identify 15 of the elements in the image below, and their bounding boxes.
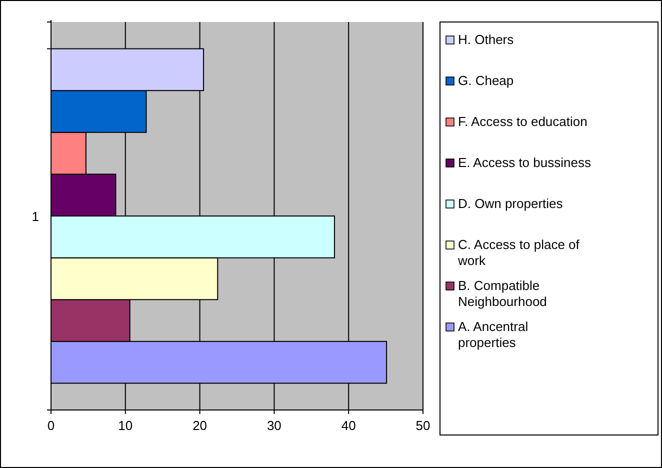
x-tick-label: 50 <box>416 418 430 433</box>
x-tick-label: 30 <box>266 418 282 433</box>
legend-label: C. Access to place of work <box>457 237 580 268</box>
x-tick-label: 40 <box>341 418 356 433</box>
legend-label: F. Access to education <box>458 114 588 129</box>
x-tick-label: 20 <box>192 418 208 433</box>
legend-label: G. Cheap <box>458 73 514 88</box>
legend-label: B. Compatible Neighbourhood <box>458 278 547 309</box>
legend-label: D. Own properties <box>458 196 564 211</box>
x-tick-label: 10 <box>118 418 133 433</box>
x-tick-label: 0 <box>47 418 55 433</box>
legend-label: H. Others <box>458 32 514 47</box>
legend-label: E. Access to bussiness <box>458 155 592 170</box>
legend-label: A. Ancentral properties <box>458 319 528 350</box>
y-tick-label: 1 <box>32 209 39 224</box>
